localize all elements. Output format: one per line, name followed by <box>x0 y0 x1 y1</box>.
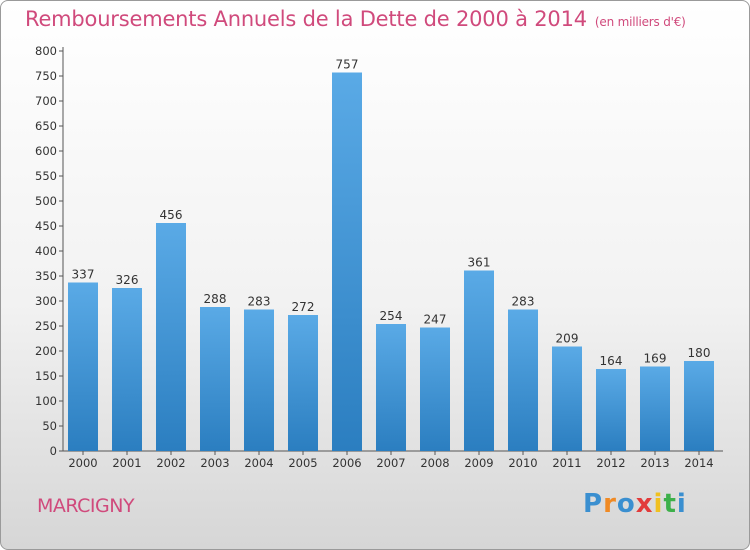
y-tick-label: 350 <box>35 269 57 283</box>
y-tick-label: 0 <box>50 444 57 458</box>
x-tick-label: 2011 <box>552 456 581 470</box>
bar <box>420 327 450 451</box>
bar-value-label: 326 <box>116 273 139 287</box>
x-tick-label: 2006 <box>332 456 361 470</box>
bar-value-label: 456 <box>160 208 183 222</box>
bar-value-label: 337 <box>72 268 95 282</box>
y-tick-label: 450 <box>35 219 57 233</box>
bar-value-label: 180 <box>688 346 711 360</box>
logo-letter: r <box>603 489 617 519</box>
y-tick-label: 400 <box>35 244 57 258</box>
bar-value-label: 169 <box>644 352 667 366</box>
logo-letter: t <box>663 489 677 519</box>
logo-letter: P <box>583 489 604 519</box>
chart-title: Remboursements Annuels de la Dette de 20… <box>25 7 686 31</box>
x-tick-label: 2004 <box>244 456 273 470</box>
bar-value-label: 757 <box>336 58 359 72</box>
bar-value-label: 288 <box>204 292 227 306</box>
y-tick-label: 600 <box>35 144 57 158</box>
bar <box>640 366 670 451</box>
bar <box>200 307 230 451</box>
x-tick-label: 2003 <box>200 456 229 470</box>
bar-value-label: 283 <box>512 295 535 309</box>
bar <box>332 72 362 451</box>
x-tick-label: 2010 <box>508 456 537 470</box>
bar <box>376 324 406 451</box>
bar-value-label: 283 <box>248 295 271 309</box>
bar-value-label: 254 <box>380 309 403 323</box>
proxiti-logo: Proxiti <box>583 489 687 519</box>
chart-bars <box>68 72 714 451</box>
y-tick-label: 100 <box>35 394 57 408</box>
chart-title-text: Remboursements Annuels de la Dette de 20… <box>25 7 587 31</box>
chart-unit-label: (en milliers d'€) <box>594 15 686 29</box>
bar <box>508 309 538 451</box>
y-tick-label: 500 <box>35 194 57 208</box>
x-tick-label: 2009 <box>464 456 493 470</box>
x-tick-label: 2012 <box>596 456 625 470</box>
bar <box>244 309 274 451</box>
y-tick-label: 550 <box>35 169 57 183</box>
x-tick-label: 2014 <box>684 456 713 470</box>
logo-letter: x <box>635 489 654 519</box>
x-tick-label: 2000 <box>68 456 97 470</box>
town-name: MARCIGNY <box>37 495 135 517</box>
x-tick-label: 2002 <box>156 456 185 470</box>
bar <box>596 369 626 451</box>
bar <box>552 346 582 451</box>
x-tick-label: 2005 <box>288 456 317 470</box>
bar-value-label: 247 <box>424 313 447 327</box>
y-tick-label: 300 <box>35 294 57 308</box>
bar <box>68 282 98 451</box>
bar <box>112 288 142 451</box>
chart-axes: 0 50 100 150 200 250 300 350 400 450 500 550 600 650 7… <box>35 44 723 458</box>
bar-value-label: 272 <box>292 300 315 314</box>
y-tick-label: 50 <box>42 419 57 433</box>
bar-value-label: 209 <box>556 332 579 346</box>
bar <box>684 361 714 451</box>
bar <box>288 315 318 451</box>
logo-letter: i <box>653 489 664 519</box>
y-tick-label: 800 <box>35 44 57 58</box>
y-tick-label: 750 <box>35 69 57 83</box>
x-tick-label: 2008 <box>420 456 449 470</box>
y-tick-label: 650 <box>35 119 57 133</box>
bar-value-label: 361 <box>468 256 491 270</box>
bar-value-label: 164 <box>600 354 623 368</box>
y-tick-label: 150 <box>35 369 57 383</box>
bar <box>156 223 186 451</box>
y-tick-label: 200 <box>35 344 57 358</box>
logo-letter: o <box>616 489 636 519</box>
x-tick-label: 2007 <box>376 456 405 470</box>
y-tick-label: 700 <box>35 94 57 108</box>
logo-letter: i <box>676 489 687 519</box>
bar <box>464 270 494 451</box>
x-tick-label: 2013 <box>640 456 669 470</box>
x-tick-label: 2001 <box>112 456 141 470</box>
chart-labels: 337 2000 326 2001 456 2002 288 2003 283 2004 272 20… <box>68 58 713 471</box>
y-tick-label: 250 <box>35 319 57 333</box>
